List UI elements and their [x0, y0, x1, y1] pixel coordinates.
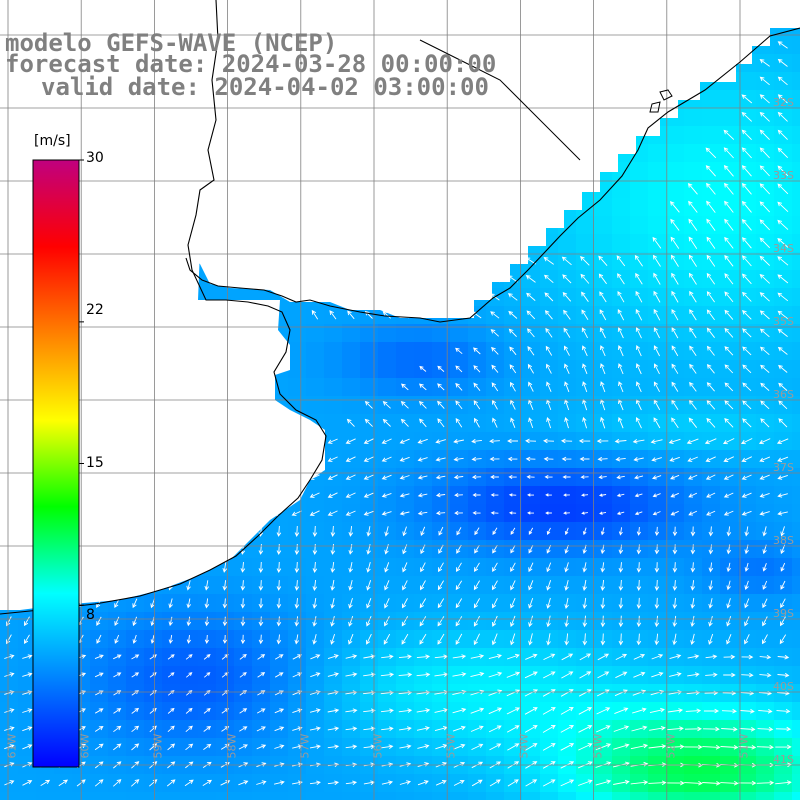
lon-label: 51W — [737, 733, 751, 759]
title-model: modelo GEFS-WAVE (NCEP) — [5, 29, 338, 57]
lon-label: 61W — [5, 733, 19, 759]
lon-label: 56W — [371, 733, 385, 759]
coastline — [0, 0, 800, 615]
lon-label: 55W — [444, 733, 458, 759]
lat-label: 38S — [773, 534, 794, 547]
lat-label: 32S — [773, 96, 794, 109]
lon-label: 53W — [591, 733, 605, 759]
lat-label: 34S — [773, 242, 794, 255]
lat-label: 35S — [773, 315, 794, 328]
lon-label: 59W — [151, 733, 165, 759]
colorbar-tick-15: 15 — [86, 455, 104, 471]
colorbar-tick-22: 22 — [86, 302, 104, 318]
lon-label: 58W — [225, 733, 239, 759]
lat-label: 37S — [773, 461, 794, 474]
lon-label: 54W — [517, 733, 531, 759]
lon-label: 60W — [78, 733, 92, 759]
lat-label: 39S — [773, 607, 794, 620]
colorbar-unit: [m/s] — [34, 133, 71, 149]
wind-vectors — [4, 41, 792, 787]
lat-label: 41S — [773, 753, 794, 766]
lon-label: 57W — [298, 733, 312, 759]
lat-label: 40S — [773, 680, 794, 693]
colorbar-tick-8: 8 — [86, 607, 95, 623]
lon-label: 52W — [664, 733, 678, 759]
colorbar-tick-30: 30 — [86, 150, 104, 166]
title-valid-date: valid date: 2024-04-02 03:00:00 — [41, 73, 489, 101]
lat-label: 36S — [773, 388, 794, 401]
title-forecast-date: forecast date: 2024-03-28 00:00:00 — [5, 50, 497, 78]
colorbar — [32, 159, 84, 768]
lat-label: 33S — [773, 169, 794, 182]
